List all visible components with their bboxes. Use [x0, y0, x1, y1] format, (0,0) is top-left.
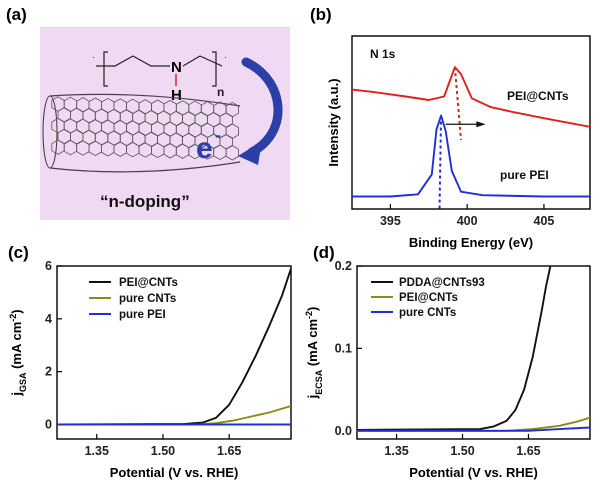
x-axis-label: Potential (V vs. RHE) [110, 465, 239, 480]
gsa-lsv-chart: 1.35 1.50 1.65 0 2 4 6 Potential (V vs. RHE) jGS… [8, 259, 292, 480]
nanotube-hex [225, 145, 240, 161]
y-axis-label-main: j [9, 392, 24, 397]
y-axis-label-close: ) [305, 307, 320, 311]
legend-entry: pure PEI [119, 309, 166, 321]
panel-label-a: (a) [6, 5, 27, 24]
peak-marker-pei-cnts [453, 67, 463, 140]
y-axis-label-sup: -2 [304, 311, 314, 319]
legend-entry: pure CNTs [119, 293, 176, 305]
x-tick-label: 400 [457, 214, 478, 228]
panel-label-c: (c) [8, 243, 29, 262]
y-axis-label: jGSA (mA cm-2) [8, 309, 28, 396]
legend-entry: PEI@CNTs [399, 292, 458, 304]
panel-a-schematic: · · N H n e - “n-doping” [40, 27, 290, 220]
y-tick-label: 6 [45, 259, 52, 273]
series-line-pdda-cnts93 [357, 266, 552, 431]
y-axis-label-unit: (mA cm [305, 319, 320, 370]
y-tick-label: 0.2 [335, 259, 352, 273]
annotation-pei-cnts: PEI@CNTs [507, 89, 569, 103]
series-line-pure-cnts [57, 405, 291, 426]
hydrogen-atom: H [171, 87, 182, 104]
legend-entry: pure CNTs [399, 307, 456, 319]
x-tick-label: 1.35 [85, 444, 109, 458]
series-line-pei-cnts [352, 66, 590, 128]
panel-label-b: (b) [310, 5, 332, 24]
series-line-pure-pei [352, 114, 590, 198]
y-tick-label: 0.1 [335, 341, 352, 355]
x-tick-label: 1.65 [217, 444, 241, 458]
y-tick-label: 2 [45, 365, 52, 379]
y-axis-label: jECSA (mA cm-2) [304, 307, 324, 400]
x-tick-label: 405 [534, 214, 555, 228]
annotation-pure-pei: pure PEI [500, 168, 549, 182]
electron-transfer-arrow-icon [241, 57, 283, 157]
x-tick-label: 1.35 [384, 444, 408, 458]
series-line-pure-cnts [357, 426, 590, 432]
x-tick-label: 1.65 [516, 444, 540, 458]
panel-label-d: (d) [313, 243, 335, 262]
y-axis-label: Intensity (a.u.) [326, 78, 341, 166]
ecsa-lsv-chart: 1.35 1.50 1.65 0.0 0.1 0.2 Potential (V vs. RH… [304, 259, 591, 480]
chain-end-dot: · [92, 52, 95, 62]
x-tick-label: 1.50 [450, 444, 474, 458]
arrow-head-icon [238, 141, 262, 165]
x-axis-label: Binding Energy (eV) [409, 235, 533, 250]
electron-charge: - [215, 125, 221, 145]
nitrogen-atom: N [171, 59, 182, 76]
y-axis-label-sub: ECSA [314, 369, 324, 395]
n-doping-caption: “n-doping” [100, 192, 190, 211]
y-axis-label-sup: -2 [8, 314, 18, 322]
plot-frame [356, 265, 591, 440]
x-tick-label: 1.50 [151, 444, 175, 458]
shift-arrow-head-icon [476, 121, 486, 128]
plot-frame [351, 35, 591, 210]
electron-label: e [196, 132, 213, 165]
y-axis-label-main: j [305, 395, 320, 400]
peak-marker-pure-pei [438, 115, 443, 210]
x-tick-label: 395 [380, 214, 401, 228]
chain-end-dot: · [224, 52, 227, 62]
plot-frame [56, 265, 292, 440]
polymer-chain [96, 51, 223, 87]
legend-entry: PEI@CNTs [119, 277, 178, 289]
legend-entry: PDDA@CNTs93 [399, 277, 485, 289]
y-axis-label-unit: (mA cm [9, 322, 24, 373]
y-axis-label-close: ) [9, 309, 24, 313]
carbon-nanotube-icon [42, 93, 241, 173]
nanotube-outline [49, 93, 241, 173]
y-tick-label: 0.0 [335, 424, 352, 438]
series-line-pei-cnts [57, 268, 291, 426]
y-tick-label: 0 [45, 417, 52, 431]
y-axis-label-sub: GSA [18, 372, 28, 392]
chart-title: N 1s [370, 47, 396, 61]
subscript-n: n [217, 85, 224, 99]
x-axis-label: Potential (V vs. RHE) [409, 465, 538, 480]
y-tick-label: 4 [45, 312, 52, 326]
